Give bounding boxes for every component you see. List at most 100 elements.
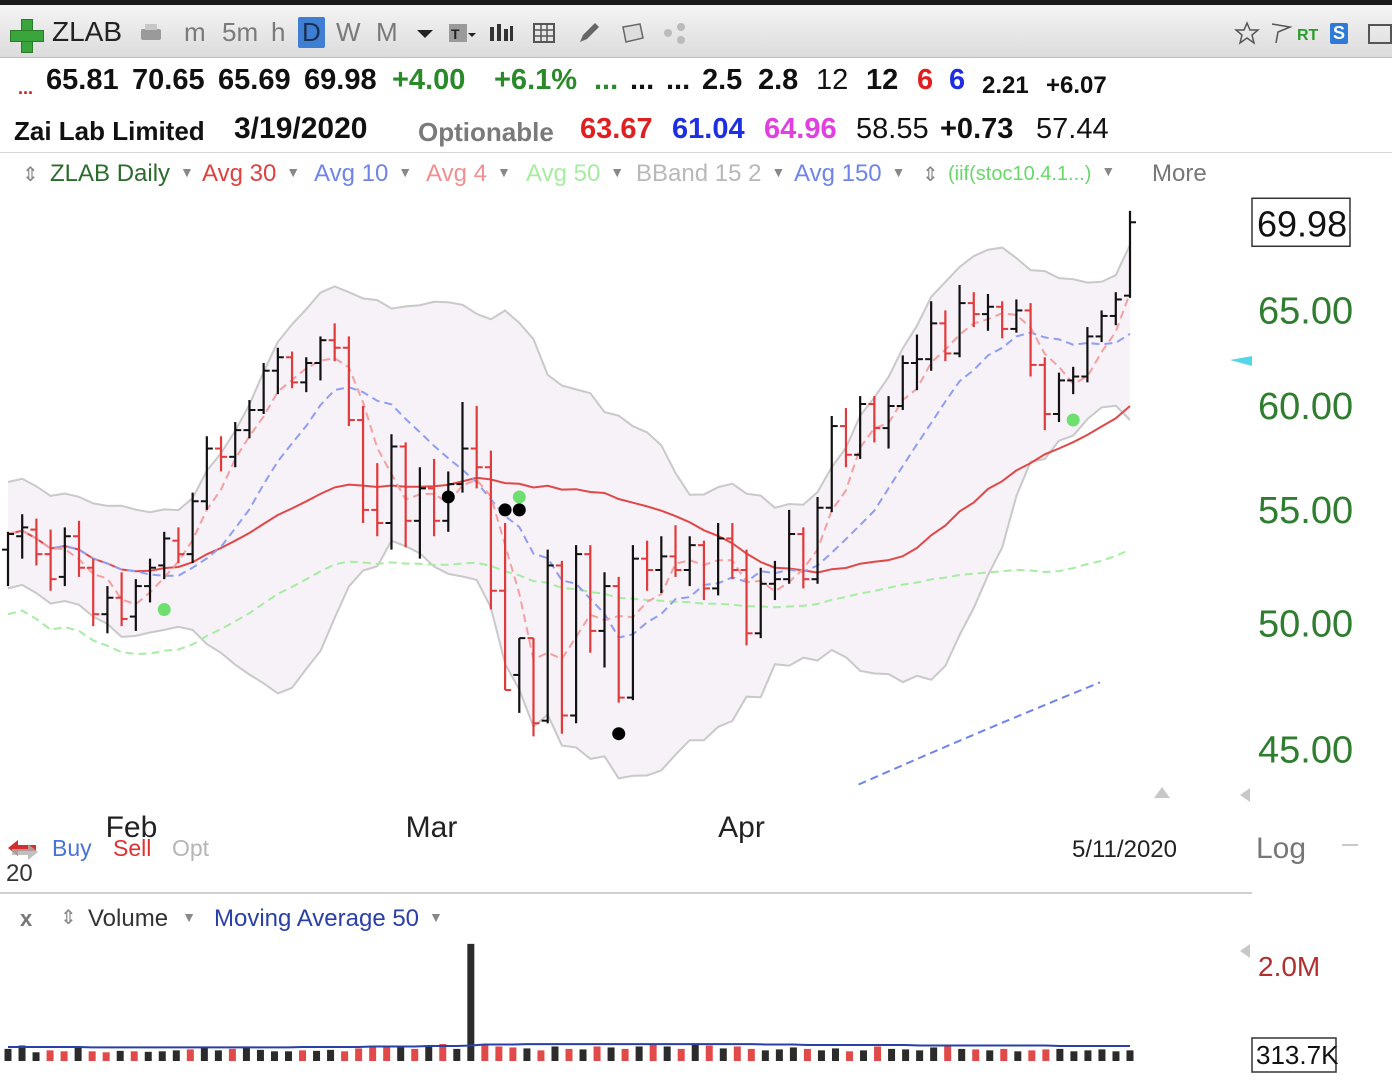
- legend-stoc-signal[interactable]: (iif(stoc10.4.1...) ▼: [948, 163, 1116, 185]
- interval-monthly[interactable]: M: [376, 17, 398, 47]
- window-icon[interactable]: [1366, 21, 1392, 45]
- legend-bband[interactable]: BBand 15 2 ▼: [636, 160, 786, 187]
- chevron-down-icon[interactable]: ▼: [286, 164, 301, 180]
- ohlc-bar: [868, 396, 881, 443]
- ohlc-bar: [641, 540, 654, 591]
- s-badge[interactable]: S: [1330, 23, 1349, 44]
- chevron-down-icon[interactable]: ▼: [180, 164, 194, 180]
- symbol-label[interactable]: ZLAB: [52, 16, 123, 47]
- interval-daily[interactable]: D: [298, 17, 325, 48]
- ohlc-bar: [1081, 327, 1094, 383]
- interval-5m[interactable]: 5m: [222, 17, 259, 47]
- volume-bar: [1028, 1050, 1036, 1061]
- pencil-icon[interactable]: [576, 21, 602, 45]
- legend-avg50[interactable]: Avg 50 ▼: [526, 160, 625, 187]
- legend-volume-ma[interactable]: Moving Average 50 ▼: [214, 905, 443, 932]
- legend-avg4[interactable]: Avg 4 ▼: [426, 160, 511, 187]
- flag-icon[interactable]: [1268, 21, 1294, 45]
- volume-bar: [355, 1048, 363, 1061]
- quote-v4: 12: [866, 64, 899, 96]
- print-icon[interactable]: [138, 21, 164, 45]
- chart-type-icon[interactable]: T: [448, 21, 484, 45]
- sort-arrows-icon[interactable]: ⇕: [60, 907, 77, 929]
- interval-1m[interactable]: m: [184, 17, 206, 47]
- volume-bar: [228, 1048, 236, 1061]
- last-volume-box: [1251, 1037, 1337, 1073]
- volume-bar: [18, 1045, 26, 1061]
- buy-button[interactable]: Buy: [52, 835, 92, 861]
- grid-icon[interactable]: [532, 21, 558, 45]
- last-date-label: 5/11/2020: [1072, 836, 1177, 863]
- interval-weekly[interactable]: W: [336, 17, 361, 47]
- star-icon[interactable]: [1234, 21, 1260, 45]
- ohlc-bar: [839, 407, 852, 468]
- legend-avg10[interactable]: Avg 10 ▼: [314, 160, 413, 187]
- volume-bar: [1112, 1051, 1120, 1061]
- chevron-down-icon[interactable]: ▼: [496, 164, 511, 180]
- volume-bar: [902, 1049, 910, 1061]
- chevron-down-icon[interactable]: ▼: [398, 164, 413, 180]
- volume-bar: [930, 1047, 938, 1061]
- date-tick-label: Apr: [718, 811, 765, 844]
- volume-bar: [200, 1047, 208, 1061]
- volume-bar: [397, 1045, 405, 1061]
- realtime-badge[interactable]: RT: [1297, 27, 1319, 44]
- price-tick-label: 60.00: [1258, 386, 1353, 428]
- volume-tick-label: 2.0M: [1258, 951, 1320, 982]
- options-button[interactable]: Opt: [172, 835, 210, 861]
- chevron-down-icon[interactable]: ▼: [771, 164, 786, 180]
- scroll-up-icon[interactable]: [1154, 787, 1170, 798]
- legend-zlab-daily[interactable]: ZLAB Daily ▼: [50, 160, 194, 187]
- volume-bar: [874, 1046, 882, 1061]
- sort-arrows-icon[interactable]: ⇕: [22, 164, 39, 186]
- sort-arrows-icon[interactable]: ⇕: [922, 164, 939, 186]
- chevron-down-icon[interactable]: ▼: [1101, 163, 1116, 179]
- chevron-down-icon[interactable]: ▼: [891, 164, 906, 180]
- volume-bar: [691, 1044, 699, 1061]
- ohlc-bar: [726, 523, 739, 580]
- notes-icon[interactable]: [620, 21, 646, 45]
- scroll-left-icon[interactable]: [1240, 788, 1250, 802]
- legend-more[interactable]: More: [1152, 160, 1207, 187]
- ohlc-bar: [953, 284, 966, 358]
- ohlc-bar: [740, 549, 753, 646]
- chevron-down-icon[interactable]: ▼: [610, 164, 625, 180]
- interval-hour[interactable]: h: [271, 17, 286, 47]
- add-symbol-icon[interactable]: [10, 19, 44, 53]
- ohlc-bar: [73, 520, 86, 577]
- bar-chart-icon[interactable]: [488, 21, 514, 45]
- pane-divider[interactable]: [0, 892, 1252, 894]
- ohlc-bar: [257, 363, 270, 414]
- ohlc-bar: [598, 572, 611, 668]
- legend-avg150[interactable]: Avg 150 ▼: [794, 160, 906, 187]
- quote-avg30: 63.67: [580, 113, 653, 145]
- volume-bar: [102, 1052, 110, 1061]
- share-icon[interactable]: [662, 21, 688, 45]
- sell-button[interactable]: Sell: [113, 835, 152, 861]
- ohlc-bar: [30, 518, 43, 566]
- ohlc-bar: [87, 558, 100, 627]
- close-pane-icon[interactable]: x: [20, 906, 33, 931]
- volume-bar: [719, 1048, 727, 1061]
- volume-bar: [509, 1047, 517, 1061]
- signal-dot-green: [512, 490, 526, 504]
- interval-dropdown-icon[interactable]: [412, 21, 438, 45]
- volume-bar: [1000, 1048, 1008, 1061]
- svg-text:T: T: [451, 26, 460, 42]
- volume-bar: [1098, 1049, 1106, 1061]
- chevron-down-icon[interactable]: ▼: [182, 909, 196, 925]
- ohlc-bar: [314, 336, 327, 381]
- quote-high: 70.65: [132, 64, 205, 96]
- chevron-down-icon[interactable]: ▼: [429, 909, 443, 925]
- trade-arrows-icon[interactable]: [6, 836, 40, 862]
- log-scale-toggle[interactable]: Log: [1256, 832, 1307, 865]
- legend-volume[interactable]: Volume ▼: [88, 905, 196, 932]
- volume-bar: [172, 1050, 180, 1061]
- volume-bar: [621, 1048, 629, 1061]
- quote-open: 65.81: [46, 64, 119, 96]
- legend-avg30[interactable]: Avg 30 ▼: [202, 160, 301, 187]
- scroll-left-icon[interactable]: [1240, 944, 1250, 958]
- ohlc-bar: [1010, 299, 1023, 333]
- quote-close: 69.98: [304, 64, 377, 96]
